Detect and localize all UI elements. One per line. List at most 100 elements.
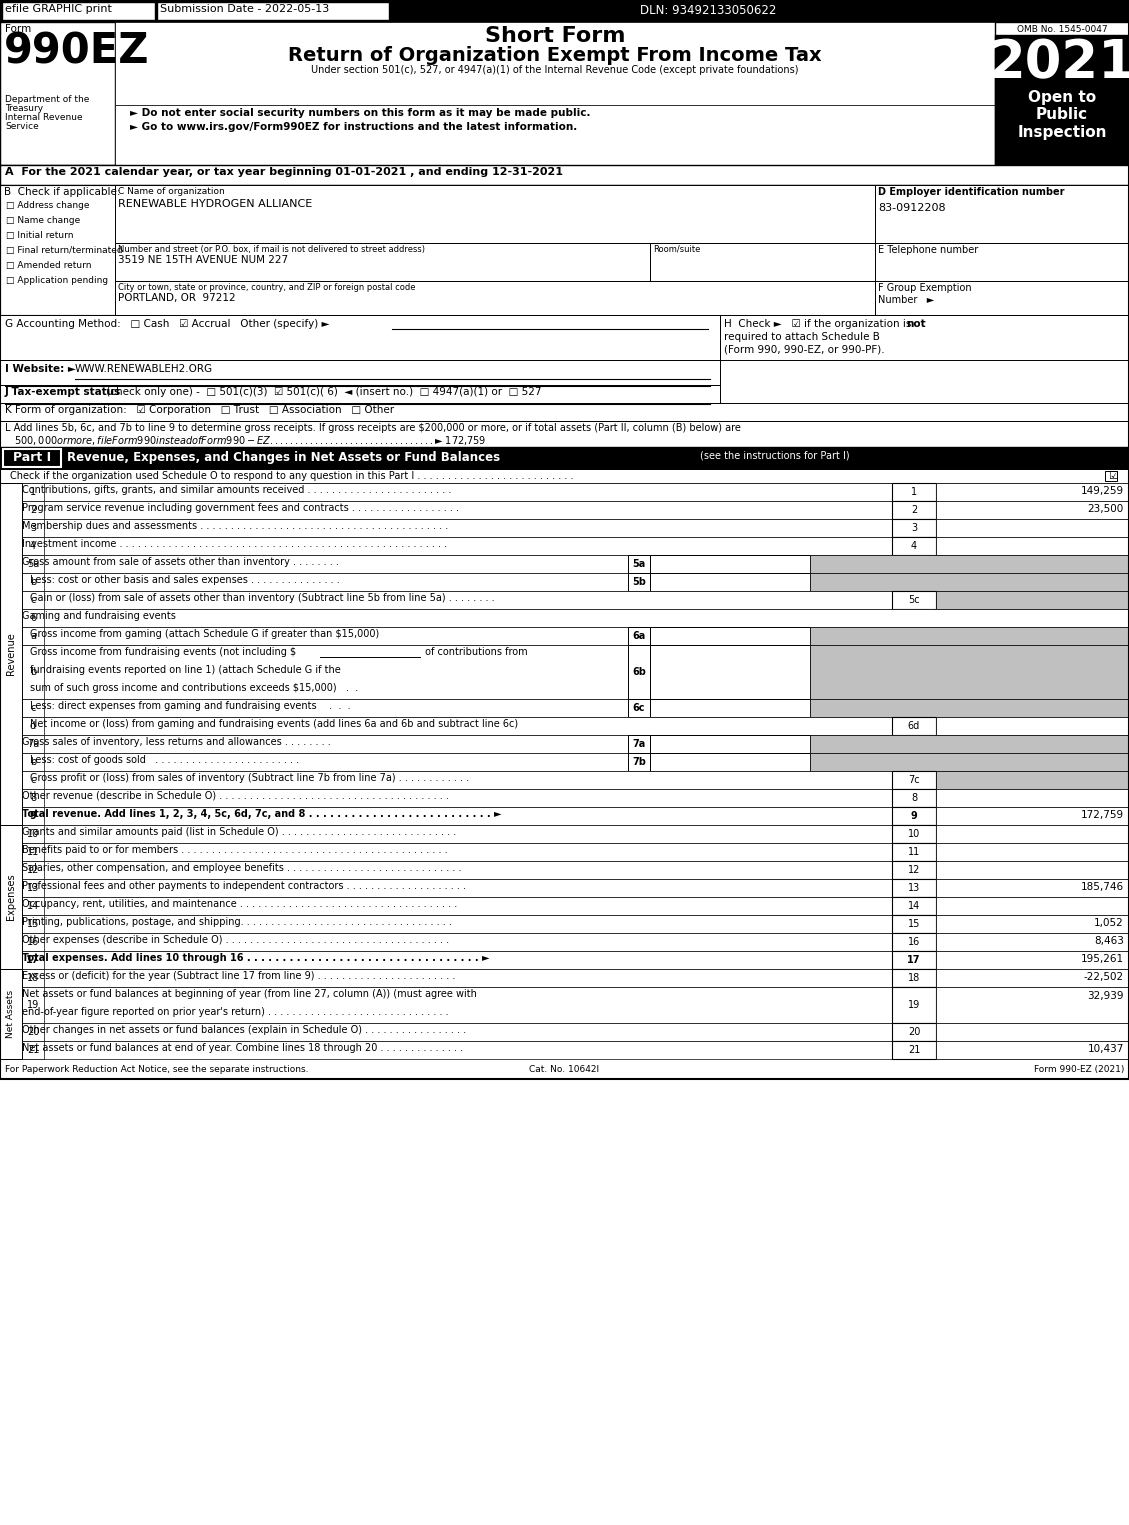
Bar bbox=[936, 537, 1129, 555]
Text: Submission Date - 2022-05-13: Submission Date - 2022-05-13 bbox=[160, 5, 330, 14]
Bar bbox=[892, 878, 936, 897]
Bar bbox=[115, 185, 875, 242]
Text: 990EZ: 990EZ bbox=[5, 30, 149, 73]
Text: 20: 20 bbox=[908, 1026, 920, 1037]
Bar bbox=[892, 772, 936, 788]
Text: Net assets or fund balances at beginning of year (from line 27, column (A)) (mus: Net assets or fund balances at beginning… bbox=[21, 990, 476, 999]
Bar bbox=[0, 384, 720, 403]
Text: 10: 10 bbox=[27, 830, 40, 839]
Bar bbox=[628, 645, 650, 698]
Bar bbox=[0, 573, 1129, 592]
Text: 16: 16 bbox=[27, 936, 40, 947]
Text: WWW.RENEWABLEH2.ORG: WWW.RENEWABLEH2.ORG bbox=[75, 364, 213, 374]
Bar bbox=[0, 772, 1129, 788]
Bar bbox=[809, 645, 1129, 698]
Bar bbox=[720, 316, 1129, 360]
Bar bbox=[0, 862, 44, 878]
Text: 6: 6 bbox=[30, 613, 36, 624]
Bar bbox=[892, 843, 936, 862]
Text: Gross amount from sale of assets other than inventory . . . . . . . .: Gross amount from sale of assets other t… bbox=[21, 557, 339, 567]
Text: 6b: 6b bbox=[632, 666, 646, 677]
Bar bbox=[650, 555, 809, 573]
Bar bbox=[650, 645, 809, 698]
Bar bbox=[892, 502, 936, 518]
Text: DLN: 93492133050622: DLN: 93492133050622 bbox=[640, 5, 777, 17]
Bar bbox=[1105, 471, 1117, 480]
Bar bbox=[115, 105, 995, 165]
Text: 17: 17 bbox=[26, 955, 40, 965]
Text: Under section 501(c), 527, or 4947(a)(1) of the Internal Revenue Code (except pr: Under section 501(c), 527, or 4947(a)(1)… bbox=[312, 66, 798, 75]
Bar bbox=[628, 698, 650, 717]
Bar bbox=[0, 753, 44, 772]
Text: 13: 13 bbox=[27, 883, 40, 894]
Text: 32,939: 32,939 bbox=[1087, 991, 1124, 1000]
Text: 19: 19 bbox=[27, 1000, 40, 1010]
Text: 14: 14 bbox=[908, 901, 920, 910]
Bar bbox=[875, 281, 1129, 316]
Text: Open to
Public
Inspection: Open to Public Inspection bbox=[1017, 90, 1106, 140]
Text: 11: 11 bbox=[908, 846, 920, 857]
Bar bbox=[0, 843, 1129, 862]
Bar bbox=[809, 573, 1129, 592]
Text: 18: 18 bbox=[908, 973, 920, 984]
Text: Net income or (loss) from gaming and fundraising events (add lines 6a and 6b and: Net income or (loss) from gaming and fun… bbox=[30, 718, 518, 729]
Text: 23,500: 23,500 bbox=[1087, 503, 1124, 514]
Bar bbox=[892, 1023, 936, 1042]
Text: Total expenses. Add lines 10 through 16 . . . . . . . . . . . . . . . . . . . . : Total expenses. Add lines 10 through 16 … bbox=[21, 953, 490, 962]
Text: Other expenses (describe in Schedule O) . . . . . . . . . . . . . . . . . . . . : Other expenses (describe in Schedule O) … bbox=[21, 935, 449, 945]
Bar bbox=[0, 470, 1129, 483]
Bar bbox=[892, 952, 936, 968]
Bar bbox=[0, 518, 44, 537]
Text: not: not bbox=[905, 319, 926, 329]
Bar bbox=[936, 1023, 1129, 1042]
Text: Cat. No. 10642I: Cat. No. 10642I bbox=[530, 1064, 599, 1074]
Text: Short Form: Short Form bbox=[484, 26, 625, 46]
Bar bbox=[650, 735, 809, 753]
Bar bbox=[0, 968, 21, 1058]
Bar bbox=[0, 807, 1129, 825]
Bar bbox=[650, 753, 809, 772]
Bar bbox=[0, 825, 21, 968]
Bar bbox=[809, 627, 1129, 645]
Bar bbox=[892, 968, 936, 987]
Text: 21: 21 bbox=[27, 1045, 40, 1055]
Text: 195,261: 195,261 bbox=[1080, 955, 1124, 964]
Text: fundraising events reported on line 1) (attach Schedule G if the: fundraising events reported on line 1) (… bbox=[30, 665, 341, 676]
Bar bbox=[0, 0, 1129, 1080]
Text: Grants and similar amounts paid (list in Schedule O) . . . . . . . . . . . . . .: Grants and similar amounts paid (list in… bbox=[21, 827, 456, 837]
Text: of contributions from: of contributions from bbox=[422, 647, 527, 657]
Bar bbox=[0, 502, 1129, 518]
Bar bbox=[0, 421, 1129, 447]
Bar bbox=[0, 555, 44, 573]
Bar bbox=[0, 555, 1129, 573]
Text: 1: 1 bbox=[911, 486, 917, 497]
Text: (Form 990, 990-EZ, or 990-PF).: (Form 990, 990-EZ, or 990-PF). bbox=[724, 345, 885, 354]
Bar bbox=[0, 735, 44, 753]
Bar bbox=[0, 573, 44, 592]
Text: Gain or (loss) from sale of assets other than inventory (Subtract line 5b from l: Gain or (loss) from sale of assets other… bbox=[30, 593, 495, 602]
Bar bbox=[0, 627, 1129, 645]
Bar bbox=[936, 878, 1129, 897]
Text: Printing, publications, postage, and shipping. . . . . . . . . . . . . . . . . .: Printing, publications, postage, and shi… bbox=[21, 917, 452, 927]
Bar bbox=[892, 862, 936, 878]
Text: Membership dues and assessments . . . . . . . . . . . . . . . . . . . . . . . . : Membership dues and assessments . . . . … bbox=[21, 522, 448, 531]
Text: Program service revenue including government fees and contracts . . . . . . . . : Program service revenue including govern… bbox=[21, 503, 460, 512]
Text: □ Application pending: □ Application pending bbox=[6, 276, 108, 285]
Bar bbox=[936, 807, 1129, 825]
Text: Expenses: Expenses bbox=[6, 874, 16, 920]
Text: B  Check if applicable:: B Check if applicable: bbox=[5, 188, 121, 197]
Text: 14: 14 bbox=[27, 901, 40, 910]
Text: D Employer identification number: D Employer identification number bbox=[878, 188, 1065, 197]
Text: 149,259: 149,259 bbox=[1080, 486, 1124, 496]
Bar bbox=[936, 843, 1129, 862]
Bar bbox=[936, 772, 1129, 788]
Text: 15: 15 bbox=[908, 920, 920, 929]
Text: 1,052: 1,052 bbox=[1094, 918, 1124, 929]
Text: 8: 8 bbox=[30, 793, 36, 804]
Text: □ Initial return: □ Initial return bbox=[6, 230, 73, 239]
Bar bbox=[936, 1042, 1129, 1058]
Bar bbox=[0, 987, 44, 1023]
Text: 15: 15 bbox=[27, 920, 40, 929]
Bar bbox=[0, 897, 44, 915]
Text: Occupancy, rent, utilities, and maintenance . . . . . . . . . . . . . . . . . . : Occupancy, rent, utilities, and maintena… bbox=[21, 900, 457, 909]
